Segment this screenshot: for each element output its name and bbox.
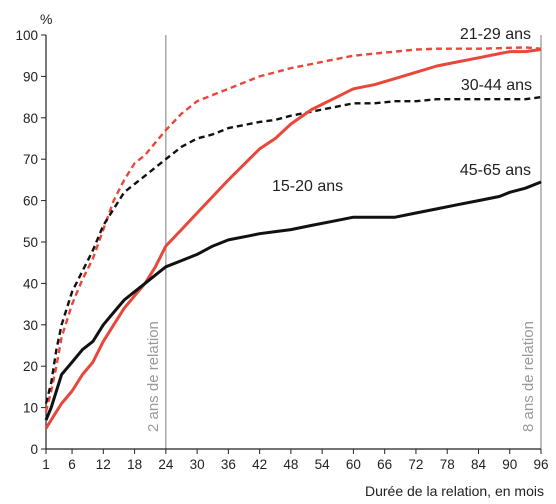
x-tick-label: 1 — [42, 457, 50, 472]
x-tick-label: 48 — [283, 457, 298, 472]
x-tick-label: 18 — [127, 457, 142, 472]
x-tick-label: 60 — [346, 457, 361, 472]
x-tick-label: 6 — [68, 457, 76, 472]
y-tick-label: 50 — [23, 235, 38, 250]
series-line — [44, 180, 542, 421]
y-tick-label: 80 — [23, 111, 38, 126]
x-tick-label: 24 — [158, 457, 174, 472]
series-line — [44, 48, 542, 430]
x-tick-label: 36 — [221, 457, 236, 472]
y-tick-label: 100 — [15, 28, 38, 43]
y-tick-label: 70 — [23, 152, 38, 167]
x-tick-label: 30 — [190, 457, 205, 472]
series-label: 45-65 ans — [460, 162, 531, 179]
series-label: 21-29 ans — [460, 26, 531, 43]
series-line — [44, 95, 542, 404]
y-tick-label: 20 — [23, 359, 38, 374]
x-tick-label: 42 — [252, 457, 267, 472]
x-tick-label: 72 — [408, 457, 423, 472]
x-tick-label: 66 — [377, 457, 392, 472]
x-tick-label: 54 — [315, 457, 331, 472]
series-line — [44, 46, 542, 412]
x-tick-label: 96 — [533, 457, 548, 472]
x-tick-label: 90 — [502, 457, 517, 472]
y-tick-label: 40 — [23, 276, 38, 291]
y-axis-title: % — [40, 11, 52, 27]
y-tick-label: 90 — [23, 69, 38, 84]
x-tick-label: 78 — [440, 457, 455, 472]
reference-line-label: 8 ans de relation — [520, 321, 537, 432]
x-axis-title: Durée de la relation, en mois — [365, 483, 544, 499]
y-tick-label: 60 — [23, 194, 38, 209]
axes: 0 10 20 30 40 50 60 70 80 90 100 1 6 12 18 24 30 36 42 48 54… — [15, 28, 548, 472]
series-lines — [44, 46, 542, 430]
series-label: 30-44 ans — [461, 77, 532, 94]
x-tick-label: 12 — [96, 457, 111, 472]
series-label: 15-20 ans — [272, 178, 343, 195]
reference-line-label: 2 ans de relation — [145, 321, 162, 432]
y-tick-label: 0 — [30, 442, 38, 457]
series-labels: 21-29 ans 30-44 ans 15-20 ans 45-65 ans — [272, 26, 532, 195]
y-tick-label: 30 — [23, 318, 38, 333]
x-tick-label: 84 — [471, 457, 487, 472]
y-tick-label: 10 — [23, 401, 38, 416]
reference-lines: 2 ans de relation 8 ans de relation — [145, 35, 542, 449]
